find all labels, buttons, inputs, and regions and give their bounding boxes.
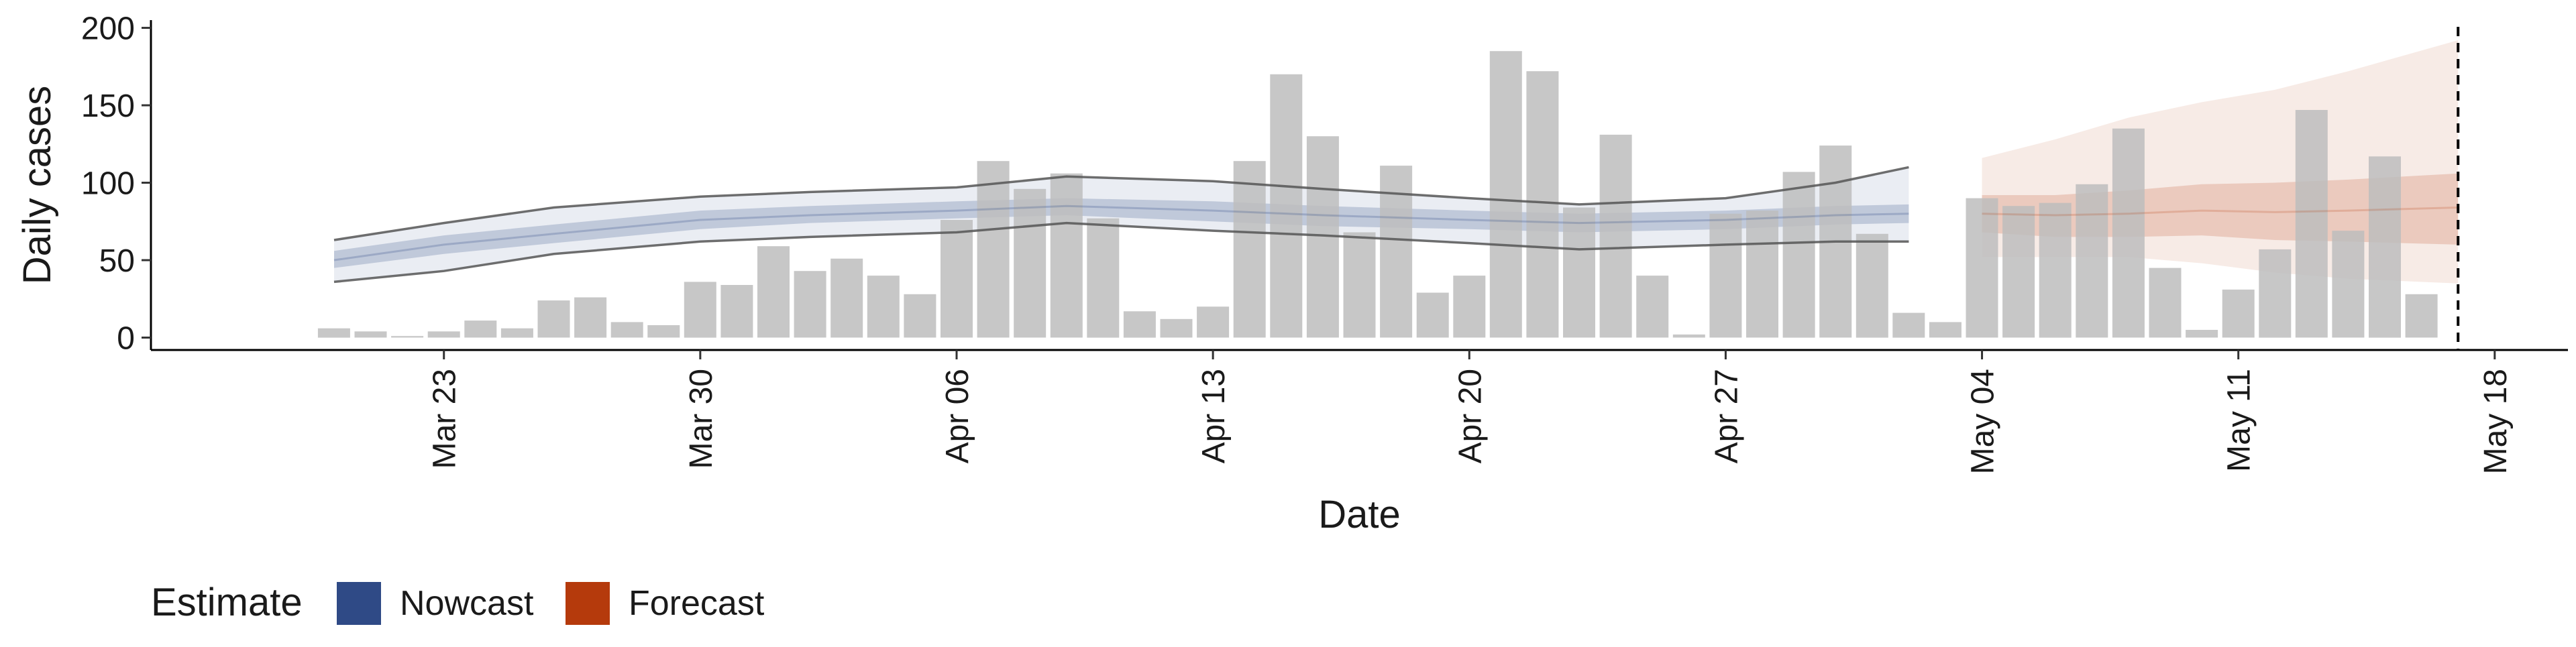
bar: [794, 271, 826, 338]
bar: [1672, 334, 1705, 338]
bar: [1746, 211, 1778, 338]
x-tick-label: Mar 30: [684, 369, 719, 469]
bar: [1343, 232, 1376, 338]
legend-label: Forecast: [629, 584, 765, 623]
bar: [1050, 173, 1083, 338]
bar: [1453, 276, 1486, 338]
x-tick-label: Mar 23: [427, 369, 463, 469]
bar: [1014, 188, 1046, 338]
lines-layer: [333, 27, 2460, 350]
bar: [1160, 318, 1193, 338]
y-tick-label: 200: [81, 11, 135, 47]
bar: [830, 258, 863, 338]
bar: [2149, 268, 2182, 338]
nowcast-upper-line: [333, 166, 1909, 241]
forecast-median-line: [1982, 207, 2459, 217]
nowcast-lower-line: [333, 221, 1909, 284]
bar: [2002, 206, 2035, 338]
legend-title: Estimate: [151, 581, 303, 624]
bar: [1709, 213, 1742, 338]
legend-swatch: [566, 582, 610, 625]
bar: [2405, 294, 2438, 338]
bar: [2112, 128, 2145, 338]
bar: [1489, 51, 1522, 338]
bar: [2222, 289, 2255, 338]
bar: [2186, 330, 2218, 338]
bar: [427, 331, 460, 338]
bar: [941, 220, 973, 338]
bar: [2076, 184, 2108, 338]
bar: [1563, 207, 1595, 338]
bar: [1782, 172, 1815, 338]
bar: [2332, 231, 2365, 338]
bar: [1197, 306, 1230, 338]
bar: [904, 294, 936, 338]
bar: [2259, 249, 2292, 338]
bar: [354, 331, 387, 338]
legend-label: Nowcast: [400, 584, 534, 623]
bar: [647, 325, 680, 338]
bar: [1123, 311, 1156, 338]
x-tick-label: Apr 20: [1452, 369, 1488, 463]
bar: [1416, 292, 1449, 338]
bar: [500, 328, 533, 338]
axes-layer: 0 50 100 150 200 Mar 23 Mar 30 Apr 06 Apr 13 Apr …: [15, 11, 2568, 536]
bar: [977, 161, 1010, 338]
legend-swatch: [337, 582, 381, 625]
bar: [1270, 74, 1303, 338]
y-tick-label: 150: [81, 89, 135, 124]
bar: [2369, 156, 2401, 338]
bar: [2295, 110, 2328, 338]
y-tick-label: 50: [99, 243, 135, 279]
bar: [1966, 198, 1998, 338]
bar: [537, 300, 570, 338]
bar: [1856, 233, 1888, 338]
x-tick-label: May 04: [1966, 369, 2001, 474]
nowcast-median-line: [333, 204, 1909, 261]
bar: [1929, 322, 1962, 338]
bar: [1087, 218, 1120, 338]
bar: [2039, 202, 2072, 338]
x-tick-label: May 11: [2222, 369, 2257, 472]
bar: [610, 322, 643, 338]
legend: Estimate Nowcast Forecast: [151, 581, 765, 625]
bar: [1233, 161, 1266, 338]
x-axis-title: Date: [1318, 493, 1401, 536]
bar: [1636, 276, 1669, 338]
bar: [1892, 312, 1925, 338]
bar: [1380, 166, 1413, 338]
bar: [867, 276, 900, 338]
y-axis-title: Daily cases: [15, 86, 59, 285]
bars-layer: [317, 51, 2438, 338]
bar: [684, 282, 716, 338]
x-tick-label: Apr 13: [1196, 369, 1232, 463]
bar: [464, 320, 497, 338]
y-tick-label: 100: [81, 166, 135, 202]
x-tick-label: May 18: [2478, 369, 2514, 474]
x-tick-label: Apr 06: [940, 369, 975, 463]
bar: [317, 328, 350, 338]
bar: [757, 246, 790, 338]
bar: [1599, 134, 1632, 338]
bar: [1526, 71, 1559, 338]
bar: [391, 336, 424, 338]
y-tick-label: 0: [117, 321, 135, 357]
bar: [574, 297, 607, 338]
x-tick-label: Apr 27: [1709, 369, 1744, 463]
bar: [720, 285, 753, 338]
